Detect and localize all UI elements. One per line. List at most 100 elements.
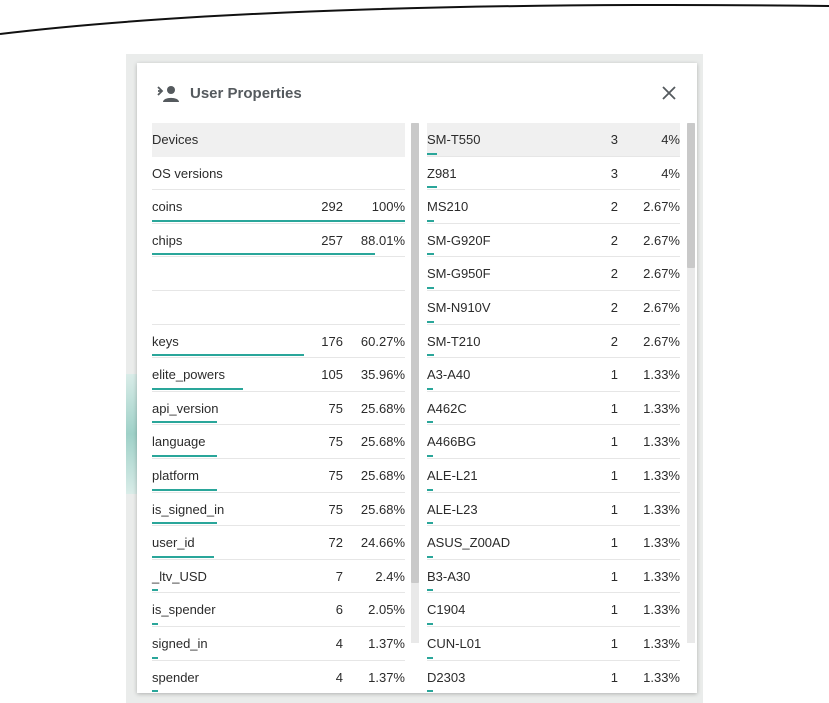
- row-percent: 25.68%: [360, 467, 405, 483]
- row-count: 1: [610, 434, 618, 450]
- property-name: language: [152, 434, 206, 450]
- row-count: 7: [335, 568, 343, 584]
- property-row[interactable]: platform 75 25.68%: [152, 459, 405, 493]
- device-row[interactable]: MS210 2 2.67%: [427, 190, 680, 224]
- device-name: SM-G920F: [427, 232, 491, 248]
- row-percent: 1.37%: [368, 669, 405, 685]
- device-row[interactable]: SM-N910V 2 2.67%: [427, 291, 680, 325]
- row-count: 2: [610, 232, 618, 248]
- row-progress-bar: [427, 656, 433, 659]
- row-count: 72: [328, 535, 343, 551]
- property-row[interactable]: keys 176 60.27%: [152, 325, 405, 359]
- device-name: B3-A30: [427, 568, 471, 584]
- property-row[interactable]: user_id 72 24.66%: [152, 526, 405, 560]
- row-progress-bar: [427, 387, 433, 390]
- properties-scrollbar[interactable]: [411, 123, 419, 643]
- device-name: A462C: [427, 400, 467, 416]
- device-name: SM-T550: [427, 132, 481, 147]
- device-row[interactable]: A466BG 1 1.33%: [427, 425, 680, 459]
- device-row[interactable]: ALE-L21 1 1.33%: [427, 459, 680, 493]
- row-count: 4: [335, 635, 343, 651]
- row-percent: 88.01%: [360, 232, 405, 248]
- row-count: 292: [321, 199, 343, 215]
- property-row[interactable]: is_spender 6 2.05%: [152, 593, 405, 627]
- row-count: 75: [328, 400, 343, 416]
- device-row[interactable]: C1904 1 1.33%: [427, 593, 680, 627]
- row-progress-bar: [427, 589, 433, 592]
- property-row[interactable]: language 75 25.68%: [152, 425, 405, 459]
- close-icon[interactable]: [657, 81, 681, 105]
- row-progress-bar: [427, 454, 433, 457]
- device-row[interactable]: A462C 1 1.33%: [427, 392, 680, 426]
- row-percent: 1.33%: [643, 602, 680, 618]
- device-row[interactable]: SM-T550 3 4%: [427, 123, 680, 157]
- device-row[interactable]: ALE-L23 1 1.33%: [427, 493, 680, 527]
- device-name: ALE-L23: [427, 501, 478, 517]
- device-name: C1904: [427, 602, 466, 618]
- row-progress-bar: [427, 522, 433, 525]
- row-count: 1: [610, 635, 618, 651]
- property-row[interactable]: _ltv_USD 7 2.4%: [152, 560, 405, 594]
- row-progress-bar: [152, 219, 405, 222]
- property-row[interactable]: Devices: [152, 123, 405, 157]
- property-row[interactable]: signed_in 4 1.37%: [152, 627, 405, 661]
- property-row[interactable]: coins 292 100%: [152, 190, 405, 224]
- row-percent: 1.33%: [643, 400, 680, 416]
- device-name: ASUS_Z00AD: [427, 535, 511, 551]
- row-percent: 1.33%: [643, 434, 680, 450]
- row-count: 3: [610, 165, 618, 181]
- properties-scroll-thumb[interactable]: [411, 123, 419, 583]
- property-row[interactable]: [152, 257, 405, 291]
- device-row[interactable]: Z981 3 4%: [427, 157, 680, 191]
- property-row[interactable]: spender 4 1.37%: [152, 661, 405, 694]
- row-progress-bar: [152, 488, 217, 491]
- property-name: spender: [152, 669, 199, 685]
- device-row[interactable]: CUN-L01 1 1.33%: [427, 627, 680, 661]
- property-row[interactable]: OS versions: [152, 157, 405, 191]
- row-percent: 1.33%: [643, 367, 680, 383]
- property-row[interactable]: elite_powers 105 35.96%: [152, 358, 405, 392]
- row-percent: 2.67%: [643, 266, 680, 282]
- devices-scroll-thumb[interactable]: [687, 123, 695, 268]
- device-row[interactable]: SM-T210 2 2.67%: [427, 325, 680, 359]
- device-name: SM-T210: [427, 333, 481, 349]
- row-progress-bar: [152, 253, 375, 256]
- device-row[interactable]: SM-G950F 2 2.67%: [427, 257, 680, 291]
- property-name: OS versions: [152, 165, 223, 181]
- device-name: ALE-L21: [427, 467, 478, 483]
- device-name: A466BG: [427, 434, 477, 450]
- device-row[interactable]: ASUS_Z00AD 1 1.33%: [427, 526, 680, 560]
- row-progress-bar: [427, 488, 433, 491]
- device-row[interactable]: B3-A30 1 1.33%: [427, 560, 680, 594]
- row-percent: 2.05%: [368, 602, 405, 618]
- property-row[interactable]: is_signed_in 75 25.68%: [152, 493, 405, 527]
- row-progress-bar: [152, 656, 158, 659]
- row-count: 1: [610, 467, 618, 483]
- row-count: 1: [610, 602, 618, 618]
- row-percent: 25.68%: [360, 501, 405, 517]
- properties-list: Devices OS versions coins 292 100% chips 257 88…: [152, 123, 405, 693]
- property-name: signed_in: [152, 635, 208, 651]
- row-percent: 1.33%: [643, 635, 680, 651]
- property-name: api_version: [152, 400, 219, 416]
- devices-scrollbar[interactable]: [687, 123, 695, 643]
- property-row[interactable]: chips 257 88.01%: [152, 224, 405, 258]
- row-percent: 100%: [371, 199, 405, 215]
- device-row[interactable]: SM-G920F 2 2.67%: [427, 224, 680, 258]
- row-progress-bar: [152, 454, 217, 457]
- device-row[interactable]: D2303 1 1.33%: [427, 661, 680, 694]
- row-percent: 4%: [661, 165, 680, 181]
- property-row[interactable]: api_version 75 25.68%: [152, 392, 405, 426]
- device-name: SM-G950F: [427, 266, 491, 282]
- property-name: _ltv_USD: [152, 568, 207, 584]
- dialog-title: User Properties: [190, 85, 302, 102]
- row-percent: 4%: [661, 132, 680, 147]
- property-name: coins: [152, 199, 183, 215]
- row-percent: 1.33%: [643, 501, 680, 517]
- row-count: 105: [321, 367, 343, 383]
- row-percent: 2.67%: [643, 333, 680, 349]
- property-name: user_id: [152, 535, 195, 551]
- device-row[interactable]: A3-A40 1 1.33%: [427, 358, 680, 392]
- row-percent: 25.68%: [360, 434, 405, 450]
- property-row[interactable]: [152, 291, 405, 325]
